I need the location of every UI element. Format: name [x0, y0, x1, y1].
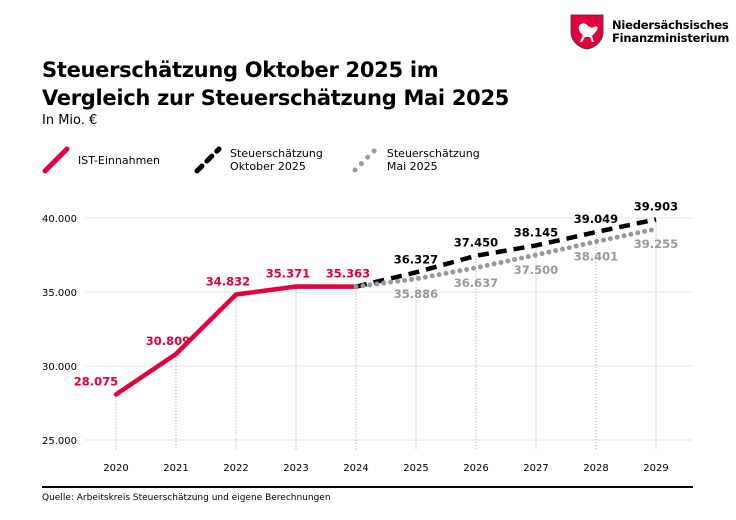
title-line1: Steuerschätzung Oktober 2025 im: [42, 58, 439, 82]
x-tick-label: 2028: [583, 463, 608, 474]
y-tick-label: 30.000: [42, 362, 77, 373]
x-tick-label: 2026: [463, 463, 488, 474]
x-tick-label: 2027: [523, 463, 548, 474]
legend-label: Steuerschätzung Oktober 2025: [230, 147, 323, 173]
legend-item-oktober: Steuerschätzung Oktober 2025: [194, 146, 323, 174]
x-tick-label: 2024: [343, 463, 368, 474]
data-label: 39.049: [574, 212, 618, 226]
x-tick-label: 2023: [283, 463, 308, 474]
legend-label: Steuerschätzung Mai 2025: [386, 147, 480, 173]
legend-swatch-dotted: [352, 146, 379, 173]
x-tick-label: 2020: [103, 463, 128, 474]
logo-line1: Niedersächsisches: [612, 18, 729, 32]
logo-line2: Finanzministerium: [612, 31, 730, 45]
x-tick-label: 2029: [643, 463, 668, 474]
data-label: 35.363: [326, 267, 370, 281]
legend-swatch-solid: [42, 146, 70, 174]
legend-item-ist: IST-Einnahmen: [42, 146, 160, 174]
y-tick-label: 35.000: [42, 288, 77, 299]
data-label: 36.637: [454, 276, 498, 290]
data-label: 35.371: [266, 267, 310, 281]
legend-swatch-dashed: [194, 146, 222, 174]
data-label: 39.903: [634, 199, 678, 213]
x-tick-label: 2021: [163, 463, 188, 474]
data-label: 38.145: [514, 225, 558, 239]
divider: [42, 486, 693, 488]
data-label: 39.255: [634, 237, 678, 251]
logo: Niedersächsisches Finanzministerium: [570, 14, 729, 50]
y-tick-label: 40.000: [42, 214, 77, 225]
data-label: 37.500: [514, 263, 558, 277]
data-label: 34.832: [206, 274, 250, 288]
data-label: 35.886: [394, 287, 438, 301]
x-tick-label: 2025: [403, 463, 428, 474]
subtitle: In Mio. €: [42, 113, 98, 128]
data-label: 37.450: [454, 236, 498, 250]
data-label: 30.809: [146, 334, 190, 348]
data-label: 38.401: [574, 250, 618, 264]
source-note: Quelle: Arbeitskreis Steuerschätzung und…: [42, 493, 331, 503]
y-tick-label: 25.000: [42, 436, 77, 447]
legend-label: IST-Einnahmen: [78, 153, 161, 167]
data-label: 36.327: [394, 252, 438, 266]
x-tick-label: 2022: [223, 463, 248, 474]
series-line-1: [355, 217, 657, 289]
crest-icon: [570, 14, 604, 50]
logo-text: Niedersächsisches Finanzministerium: [612, 19, 729, 45]
page-title: Steuerschätzung Oktober 2025 im Vergleic…: [42, 56, 509, 112]
data-label: 28.075: [74, 374, 118, 388]
legend-item-mai: Steuerschätzung Mai 2025: [351, 146, 480, 174]
title-line2: Vergleich zur Steuerschätzung Mai 2025: [42, 86, 510, 110]
series-line-2: [353, 226, 659, 290]
legend: IST-Einnahmen Steuerschätzung Oktober 202…: [42, 146, 508, 174]
